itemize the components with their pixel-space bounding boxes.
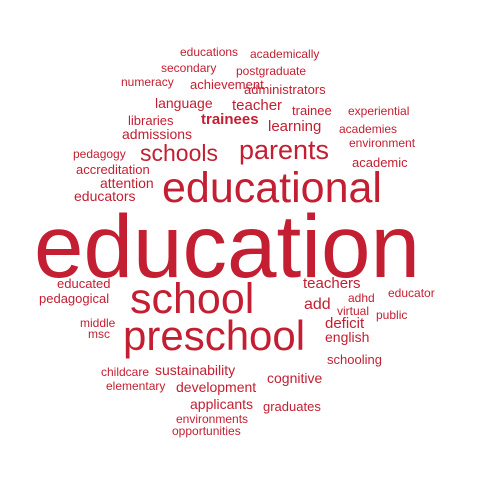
- word-educators: educators: [74, 188, 136, 204]
- word-achievement: achievement: [190, 77, 264, 92]
- word-virtual: virtual: [337, 304, 370, 318]
- word-deficit: deficit: [325, 315, 365, 332]
- word-learning: learning: [268, 118, 322, 135]
- word-elementary: elementary: [106, 379, 166, 393]
- word-teacher: teacher: [232, 97, 283, 114]
- word-admissions: admissions: [122, 126, 193, 142]
- word-postgraduate: postgraduate: [236, 64, 307, 78]
- word-graduates: graduates: [263, 399, 321, 414]
- word-educated: educated: [57, 276, 111, 291]
- word-environment: environment: [349, 136, 416, 150]
- word-academic: academic: [352, 155, 408, 170]
- word-schools: schools: [140, 140, 218, 166]
- word-adhd: adhd: [348, 291, 375, 305]
- word-administrators: administrators: [244, 82, 326, 97]
- word-education: education: [34, 196, 420, 296]
- word-accreditation: accreditation: [76, 162, 150, 177]
- word-teachers: teachers: [303, 275, 361, 292]
- word-msc: msc: [88, 327, 110, 341]
- word-school: school: [130, 275, 255, 323]
- word-development: development: [176, 379, 257, 395]
- word-academically: academically: [250, 47, 320, 61]
- word-parents: parents: [239, 135, 330, 165]
- word-applicants: applicants: [190, 396, 254, 412]
- word-opportunities: opportunities: [172, 424, 241, 438]
- word-libraries: libraries: [128, 113, 174, 128]
- word-pedagogical: pedagogical: [39, 291, 110, 306]
- word-sustainability: sustainability: [155, 362, 236, 378]
- word-schooling: schooling: [327, 352, 382, 367]
- word-preschool: preschool: [123, 312, 306, 359]
- word-childcare: childcare: [101, 365, 150, 379]
- word-educator: educator: [388, 286, 435, 300]
- word-trainee: trainee: [292, 103, 332, 118]
- word-numeracy: numeracy: [121, 75, 174, 89]
- word-environments: environments: [176, 412, 249, 426]
- word-public: public: [376, 308, 408, 322]
- word-add: add: [304, 296, 331, 313]
- word-pedagogy: pedagogy: [73, 147, 126, 161]
- word-educations: educations: [180, 45, 239, 59]
- word-cognitive: cognitive: [267, 370, 323, 386]
- word-secondary: secondary: [161, 61, 217, 75]
- word-educational: educational: [162, 164, 382, 212]
- word-language: language: [155, 95, 213, 111]
- word-experiential: experiential: [348, 104, 410, 118]
- word-trainees: trainees: [201, 111, 259, 128]
- word-attention: attention: [100, 175, 154, 191]
- word-english: english: [325, 329, 370, 345]
- word-middle: middle: [80, 316, 116, 330]
- word-academies: academies: [339, 122, 398, 136]
